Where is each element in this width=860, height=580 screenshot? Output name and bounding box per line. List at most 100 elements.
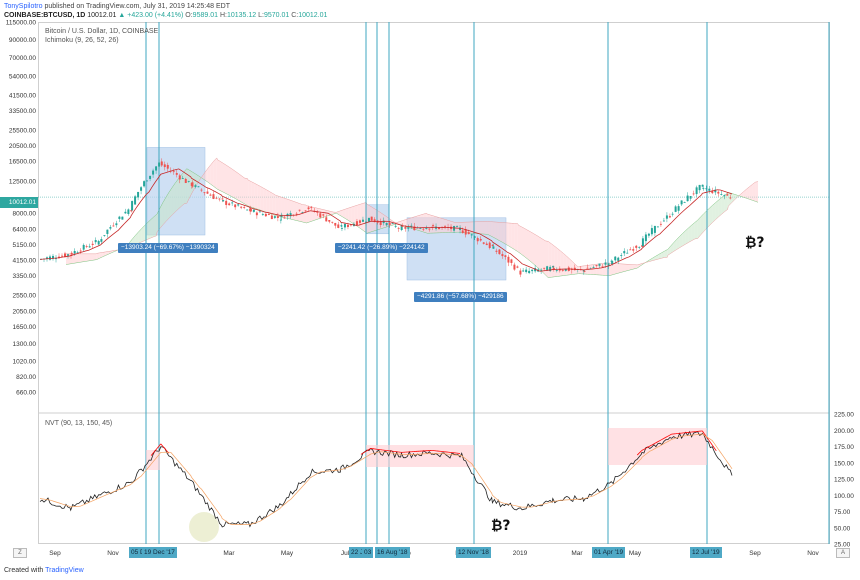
ichimoku-cloud-segment	[235, 171, 239, 201]
price-candle	[355, 221, 358, 226]
price-candle	[701, 184, 704, 187]
ichimoku-cloud-segment	[266, 189, 270, 214]
price-tick-label: 41500.00	[9, 93, 36, 100]
price-tick-label: 3350.00	[13, 273, 37, 280]
price-candle	[322, 214, 325, 216]
ichimoku-cloud-segment	[135, 232, 139, 245]
price-candle	[184, 178, 187, 184]
ichimoku-cloud-segment	[563, 253, 567, 276]
ichimoku-cloud-segment	[263, 187, 267, 213]
time-tick-label: Nov	[807, 550, 819, 557]
nvt-title[interactable]: NVT (90, 13, 150, 45)	[45, 420, 113, 427]
nvt-tick-label: 25.00	[834, 542, 851, 549]
price-candle	[286, 213, 289, 217]
open-value: 9589.01	[192, 12, 218, 19]
price-candle	[549, 266, 552, 272]
ichimoku-cloud-segment	[436, 216, 440, 233]
nvt-tick-label: 225.00	[834, 412, 854, 419]
ichimoku-cloud-segment	[566, 255, 570, 276]
price-candle	[711, 190, 714, 194]
ichimoku-cloud-segment	[590, 264, 594, 275]
ichimoku-cloud-segment	[108, 250, 112, 255]
ichimoku-cloud-segment	[223, 163, 227, 194]
price-candle	[276, 216, 279, 219]
ichimoku-cloud-segment	[612, 263, 616, 275]
price-candle	[720, 194, 723, 195]
auto-scale-button[interactable]: Z	[13, 548, 27, 558]
price-candle	[638, 246, 641, 248]
price-candle	[304, 210, 307, 212]
author-link[interactable]: TonySpilotro	[4, 3, 43, 10]
price-tick-label: 70000.00	[9, 55, 36, 62]
ichimoku-cloud-segment	[439, 217, 443, 233]
price-candle	[243, 207, 246, 208]
nvt-tick-label: 150.00	[834, 460, 854, 467]
last-price: 10012.01	[87, 12, 117, 19]
price-candle	[491, 244, 494, 246]
ichimoku-cloud-segment	[169, 187, 173, 219]
price-candle	[264, 213, 267, 217]
price-candle	[620, 255, 623, 256]
ichimoku-cloud-segment	[682, 230, 686, 246]
price-candle	[234, 204, 237, 208]
ichimoku-cloud-segment	[448, 220, 452, 233]
nvt-high-segment	[636, 452, 640, 456]
ichimoku-cloud-segment	[78, 253, 81, 263]
time-tick-label: Nov	[107, 550, 119, 557]
tradingview-logo[interactable]: TradingView	[45, 567, 84, 574]
price-tick-label: 20500.00	[9, 143, 36, 150]
price-candle	[422, 228, 425, 230]
price-tick-label: 90000.00	[9, 37, 36, 44]
price-candle	[270, 215, 273, 220]
price-candle	[225, 200, 228, 205]
price-candle	[316, 211, 319, 213]
price-candle	[112, 225, 115, 227]
price-candle	[109, 227, 112, 229]
price-tick-label: 5150.00	[13, 242, 37, 249]
price-candle	[464, 229, 467, 235]
ichimoku-cloud-segment	[333, 212, 337, 215]
price-candle	[717, 191, 720, 194]
footer-created: Created with	[4, 567, 44, 574]
ichimoku-cloud-segment	[602, 263, 606, 276]
price-candle	[209, 194, 212, 196]
price-candle	[644, 234, 647, 242]
price-candle	[187, 180, 190, 182]
price-candle	[519, 270, 522, 275]
nvt-high-segment	[150, 452, 154, 456]
ichimoku-cloud-segment	[479, 221, 483, 234]
ichimoku-cloud-segment	[351, 206, 355, 225]
price-candle	[328, 219, 331, 222]
log-scale-button[interactable]: A	[836, 548, 850, 558]
price-candle	[419, 228, 422, 229]
price-tick-label: 660.00	[16, 390, 36, 397]
nvt-high-segment	[655, 441, 659, 444]
ichimoku-cloud-segment	[321, 209, 325, 218]
price-candle	[140, 187, 143, 191]
price-candle	[382, 220, 385, 224]
ichimoku-cloud-segment	[746, 186, 750, 200]
price-candle	[175, 173, 178, 175]
price-candle	[601, 266, 604, 268]
price-candle	[358, 220, 361, 223]
price-candle	[438, 227, 441, 230]
nvt-high-segment	[651, 443, 655, 446]
price-candle	[623, 251, 626, 254]
price-candle	[215, 197, 218, 199]
nvt-high-segment	[661, 438, 665, 440]
nvt-tick-label: 50.00	[834, 525, 851, 532]
ichimoku-cloud-segment	[427, 214, 431, 234]
ichimoku-title[interactable]: Ichimoku (9, 26, 52, 26)	[45, 37, 119, 44]
ichimoku-cloud-segment	[673, 239, 677, 252]
ichimoku-cloud-segment	[84, 253, 87, 262]
ichimoku-cloud-segment	[685, 227, 689, 244]
price-candle	[64, 253, 66, 257]
price-candle	[301, 212, 304, 213]
price-candle	[158, 162, 161, 167]
price-candle	[641, 238, 644, 247]
ichimoku-cloud-segment	[621, 263, 625, 273]
ichimoku-cloud-segment	[511, 223, 515, 250]
ichimoku-cloud-segment	[458, 222, 462, 233]
ichimoku-cloud-segment	[630, 264, 634, 270]
